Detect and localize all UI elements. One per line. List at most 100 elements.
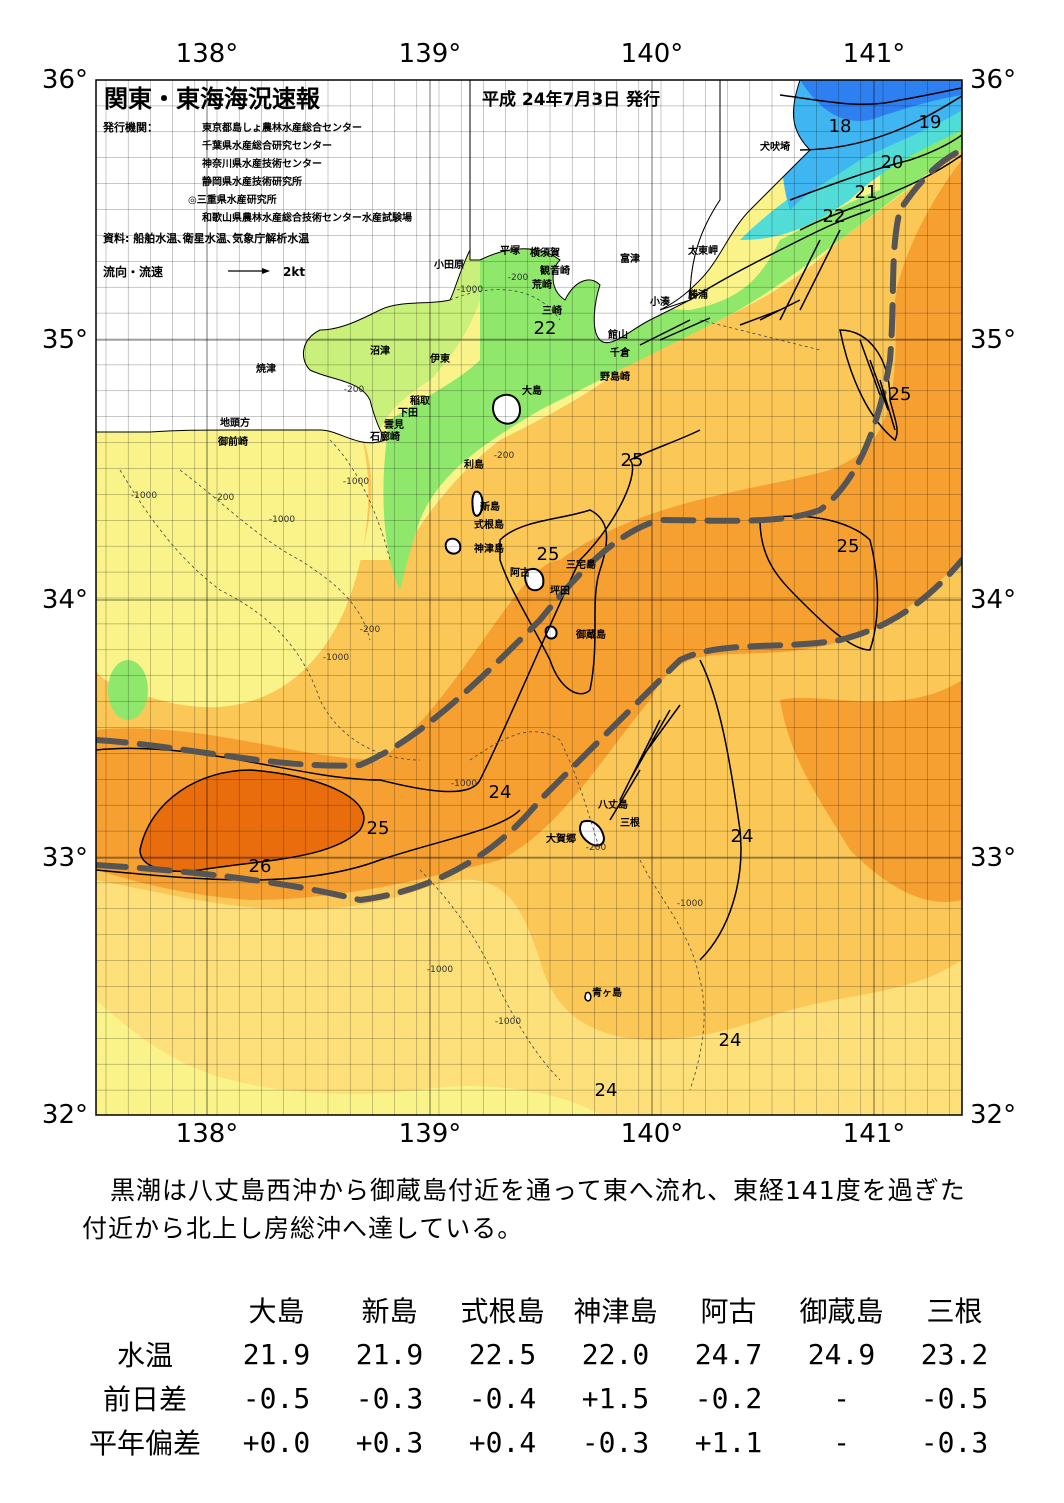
summary-paragraph: 黒潮は八丈島西沖から御蔵島付近を通って東へ流れ、東経141度を過ぎた付近から北上… bbox=[82, 1176, 966, 1243]
table-cell: +1.5 bbox=[581, 1381, 650, 1415]
publisher-name: 千葉県水産総合研究センター bbox=[202, 139, 332, 152]
place-name: 富津 bbox=[620, 252, 640, 265]
longitude-label: 141° bbox=[843, 39, 906, 69]
latitude-label: 32° bbox=[42, 1100, 88, 1130]
isotherm-21 bbox=[799, 154, 962, 231]
place-name: 犬吠埼 bbox=[760, 140, 790, 153]
place-name: 焼津 bbox=[256, 362, 276, 375]
place-name: 勝浦 bbox=[688, 288, 708, 301]
table-corner bbox=[70, 1288, 220, 1332]
depth-label: -1000 bbox=[269, 515, 295, 525]
place-name: 利島 bbox=[464, 458, 484, 471]
table-cell: +0.3 bbox=[355, 1425, 424, 1459]
isotherm-label: 24 bbox=[595, 1080, 618, 1101]
depth-label: -1000 bbox=[131, 491, 157, 501]
isotherm-25-loop-miyake bbox=[499, 509, 608, 695]
place-name: 御前崎 bbox=[217, 435, 248, 448]
depth-label: -1000 bbox=[457, 285, 483, 295]
place-name: 平塚 bbox=[500, 244, 520, 257]
isotherm-25-line bbox=[96, 429, 701, 793]
place-name: 坪田 bbox=[550, 584, 570, 597]
isotherm-contours bbox=[96, 87, 962, 961]
map-frame bbox=[95, 79, 963, 1116]
table-cell: -0.5 bbox=[920, 1381, 989, 1415]
place-name: 御蔵島 bbox=[575, 628, 606, 641]
zone-18 bbox=[780, 80, 962, 210]
isotherm-label: 19 bbox=[919, 112, 942, 133]
place-name: 地頭方 bbox=[220, 416, 250, 429]
row-label-water-temp: 水温 bbox=[116, 1339, 173, 1372]
table-cell: - bbox=[833, 1381, 850, 1415]
place-name: 式根島 bbox=[474, 518, 504, 531]
publisher-list: 東京都島しょ農林水産総合センター千葉県水産総合研究センター神奈川県水産技術センタ… bbox=[188, 121, 412, 224]
table-cell: 24.7 bbox=[694, 1337, 763, 1371]
longitude-label: 138° bbox=[176, 1119, 239, 1149]
longitude-labels-bottom: 138° 139° 140° 141° bbox=[176, 1119, 906, 1149]
table-header-cell: 神津島 bbox=[573, 1295, 658, 1328]
current-vectors bbox=[609, 229, 896, 821]
isotherm-label: 18 bbox=[829, 116, 852, 137]
depth-label: -1000 bbox=[677, 899, 703, 909]
place-name: 千倉 bbox=[610, 346, 631, 359]
table-header-cell: 御蔵島 bbox=[799, 1295, 884, 1328]
place-name: 八丈島 bbox=[597, 798, 628, 811]
isotherm-label: 22 bbox=[534, 318, 557, 339]
island-miyakejima bbox=[524, 568, 545, 592]
isotherm-19 bbox=[799, 95, 962, 151]
table-header-cell: 阿古 bbox=[700, 1295, 757, 1328]
latitude-label: 35° bbox=[42, 325, 88, 355]
row-label-day-diff: 前日差 bbox=[102, 1383, 187, 1416]
place-name: 阿古 bbox=[510, 566, 530, 579]
longitude-label: 139° bbox=[399, 1119, 462, 1149]
depth-label: -200 bbox=[344, 385, 365, 395]
isotherm-label: 25 bbox=[621, 450, 644, 471]
publisher-name: ◎三重県水産研究所 bbox=[188, 193, 277, 206]
place-name: 荒崎 bbox=[531, 278, 552, 291]
place-name: 太東岬 bbox=[687, 244, 718, 257]
table-header-row: 大島 新島 式根島 神津島 阿古 御蔵島 三根 bbox=[70, 1288, 1011, 1332]
zone-17 bbox=[800, 80, 962, 121]
row-label-normal-diff: 平年偏差 bbox=[88, 1427, 201, 1460]
place-name: 横須賀 bbox=[530, 246, 560, 259]
isotherm-25-northeast bbox=[839, 329, 898, 442]
table-cell: - bbox=[833, 1425, 850, 1459]
isotherm-label: 21 bbox=[855, 182, 878, 203]
table-row: 平年偏差 +0.0 +0.3 +0.4 -0.3 +1.1 - -0.3 bbox=[70, 1420, 1011, 1464]
zone-22-southwest bbox=[96, 1000, 600, 1115]
isotherm-label: 24 bbox=[731, 826, 754, 847]
place-name: 下田 bbox=[398, 407, 418, 419]
table-header-cell: 三根 bbox=[926, 1295, 983, 1328]
depth-label: -200 bbox=[508, 273, 529, 283]
isotherm-label: 25 bbox=[889, 384, 912, 405]
place-name: 石廊崎 bbox=[369, 430, 400, 443]
table-header-cell: 式根島 bbox=[460, 1295, 545, 1328]
map-grid bbox=[96, 80, 962, 1115]
depth-label: -1000 bbox=[343, 477, 369, 487]
table-cell: 22.5 bbox=[468, 1337, 537, 1371]
island-aogashima bbox=[584, 991, 592, 1002]
place-name: 沼津 bbox=[370, 344, 390, 357]
isotherm-label: 20 bbox=[881, 152, 904, 173]
table-header-cell: 新島 bbox=[361, 1295, 418, 1328]
isotherm-label: 22 bbox=[823, 206, 846, 227]
table-cell: -0.3 bbox=[355, 1381, 424, 1415]
depth-contours bbox=[119, 289, 821, 1091]
kuroshio-axis-north bbox=[96, 147, 962, 769]
publisher-name: 神奈川県水産技術センター bbox=[202, 157, 322, 170]
depth-label: -1000 bbox=[427, 965, 453, 975]
place-name: 雲見 bbox=[384, 419, 404, 431]
table-cell: -0.2 bbox=[694, 1381, 763, 1415]
isotherm-25-south bbox=[96, 809, 521, 881]
publisher-label: 発行機関： bbox=[102, 120, 158, 134]
table-cell: -0.3 bbox=[581, 1425, 650, 1459]
summary-text: 黒潮は八丈島西沖から御蔵島付近を通って東へ流れ、東経141度を過ぎた付近から北上… bbox=[82, 1172, 982, 1248]
isotherm-label: 25 bbox=[537, 544, 560, 565]
table-row: 前日差 -0.5 -0.3 -0.4 +1.5 -0.2 - -0.5 bbox=[70, 1376, 1011, 1420]
table-cell: -0.4 bbox=[468, 1381, 537, 1415]
place-name: 三宅島 bbox=[566, 558, 596, 571]
table-header-cell: 大島 bbox=[248, 1295, 305, 1328]
longitude-label: 140° bbox=[621, 1119, 684, 1149]
publisher-name: 静岡県水産技術研究所 bbox=[202, 175, 302, 188]
